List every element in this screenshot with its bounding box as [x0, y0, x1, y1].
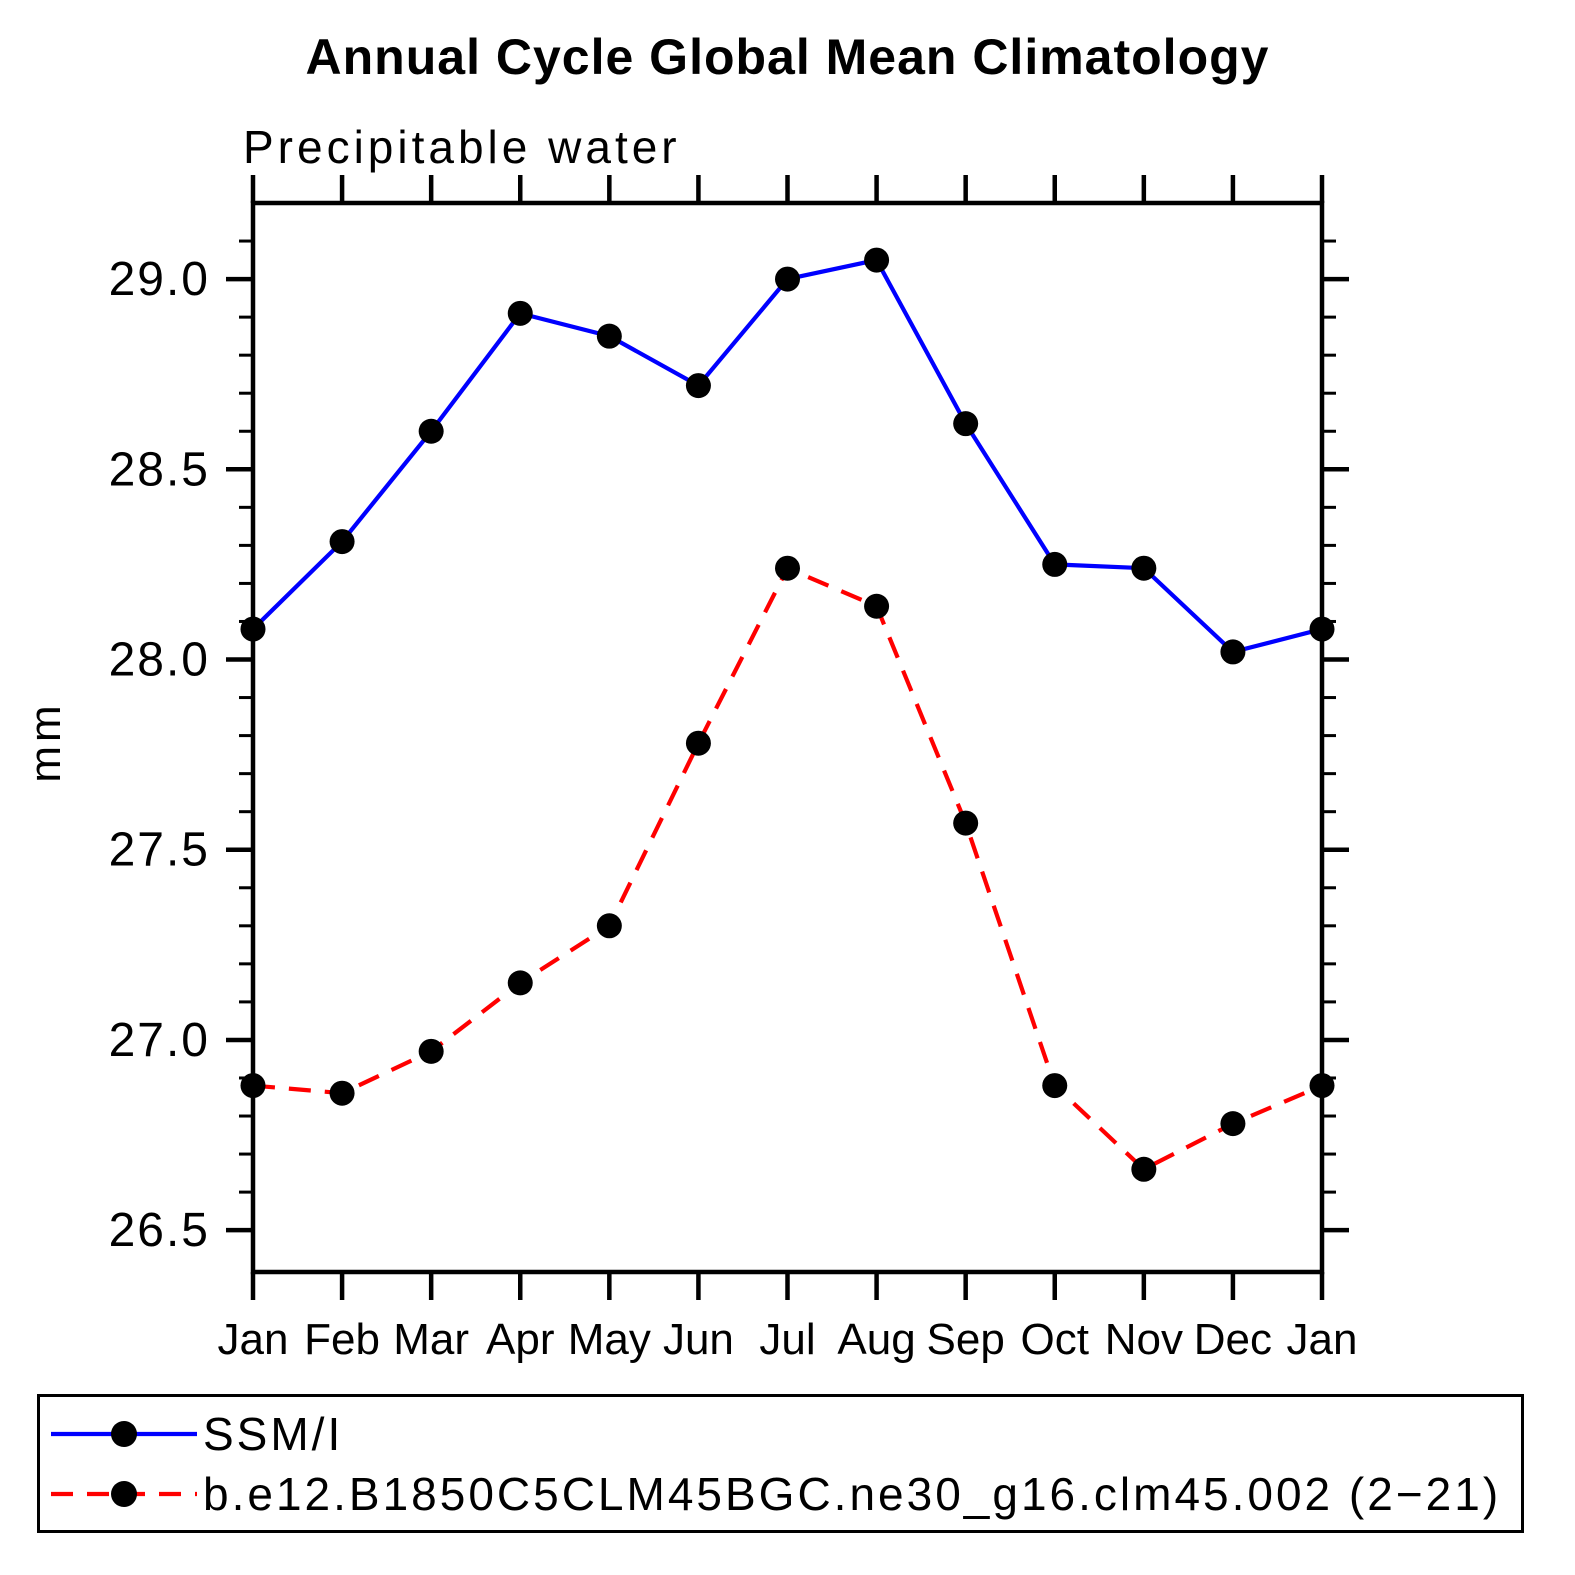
y-axis-label: mm — [21, 701, 70, 782]
data-point-ssmi-4 — [596, 323, 622, 349]
chart-subtitle: Precipitable water — [243, 121, 681, 173]
x-tick-label: Feb — [304, 1315, 380, 1364]
data-point-model-8 — [953, 810, 979, 836]
x-tick-label: Dec — [1194, 1315, 1272, 1364]
x-tick-label: Nov — [1105, 1315, 1183, 1364]
data-point-ssmi-10 — [1131, 555, 1157, 581]
y-tick-label: 27.5 — [109, 824, 210, 877]
y-tick-label: 27.0 — [109, 1014, 210, 1067]
series-line-ssmi — [251, 257, 1323, 655]
data-point-ssmi-12 — [1309, 616, 1335, 642]
x-tick-label: Sep — [927, 1315, 1005, 1364]
y-tick-label: 28.5 — [109, 443, 210, 496]
y-tick-label: 28.0 — [109, 634, 210, 687]
data-point-ssmi-1 — [329, 529, 355, 555]
legend-swatch-ssmi — [51, 1420, 197, 1447]
data-point-ssmi-7 — [864, 247, 890, 273]
data-point-model-5 — [685, 730, 711, 756]
legend-swatch-marker — [111, 1480, 137, 1507]
y-tick-label: 26.5 — [109, 1204, 210, 1257]
legend-swatch-model — [51, 1480, 197, 1507]
x-tick-label: Jan — [1287, 1315, 1358, 1364]
legend-box: SSM/I b.e12.B1850C5CLM45BGC.ne30_g16.clm… — [37, 1394, 1524, 1533]
legend-label-model: b.e12.B1850C5CLM45BGC.ne30_g16.clm45.002… — [203, 1467, 1502, 1520]
x-tick-label: Aug — [837, 1315, 915, 1364]
data-point-model-11 — [1220, 1111, 1246, 1137]
legend-swatch-marker — [111, 1420, 137, 1447]
data-point-ssmi-5 — [685, 373, 711, 399]
data-point-model-1 — [329, 1080, 355, 1106]
x-tick-label: Jun — [663, 1315, 734, 1364]
x-tick-label: Oct — [1021, 1315, 1089, 1364]
x-tick-label: Jul — [759, 1315, 815, 1364]
data-point-model-9 — [1042, 1073, 1068, 1099]
data-point-model-2 — [418, 1038, 444, 1064]
data-point-ssmi-6 — [775, 266, 800, 292]
x-tick-label: May — [568, 1315, 651, 1364]
data-point-model-7 — [864, 593, 890, 619]
x-tick-label: Jan — [218, 1315, 289, 1364]
plot-frame — [250, 200, 1325, 1275]
y-tick-label: 29.0 — [109, 253, 210, 306]
data-point-model-4 — [596, 913, 622, 939]
x-tick-label: Mar — [393, 1315, 469, 1364]
data-point-ssmi-9 — [1042, 551, 1068, 577]
chart-title: Annual Cycle Global Mean Climatology — [305, 29, 1270, 85]
data-point-model-3 — [507, 970, 533, 996]
legend-row-ssmi: SSM/I — [45, 1408, 1521, 1460]
data-point-model-12 — [1309, 1073, 1335, 1099]
data-point-model-6 — [775, 555, 800, 581]
data-point-ssmi-11 — [1220, 639, 1246, 665]
data-point-ssmi-0 — [240, 616, 266, 642]
series-line-model — [252, 565, 1323, 1172]
x-tick-label: Apr — [486, 1315, 554, 1364]
data-point-ssmi-2 — [418, 418, 444, 444]
data-point-ssmi-8 — [953, 411, 979, 437]
data-point-model-10 — [1131, 1156, 1157, 1182]
data-point-ssmi-3 — [507, 300, 533, 326]
legend-row-model: b.e12.B1850C5CLM45BGC.ne30_g16.clm45.002… — [45, 1468, 1521, 1520]
data-point-model-0 — [240, 1073, 266, 1099]
legend-label-ssmi: SSM/I — [203, 1407, 344, 1460]
